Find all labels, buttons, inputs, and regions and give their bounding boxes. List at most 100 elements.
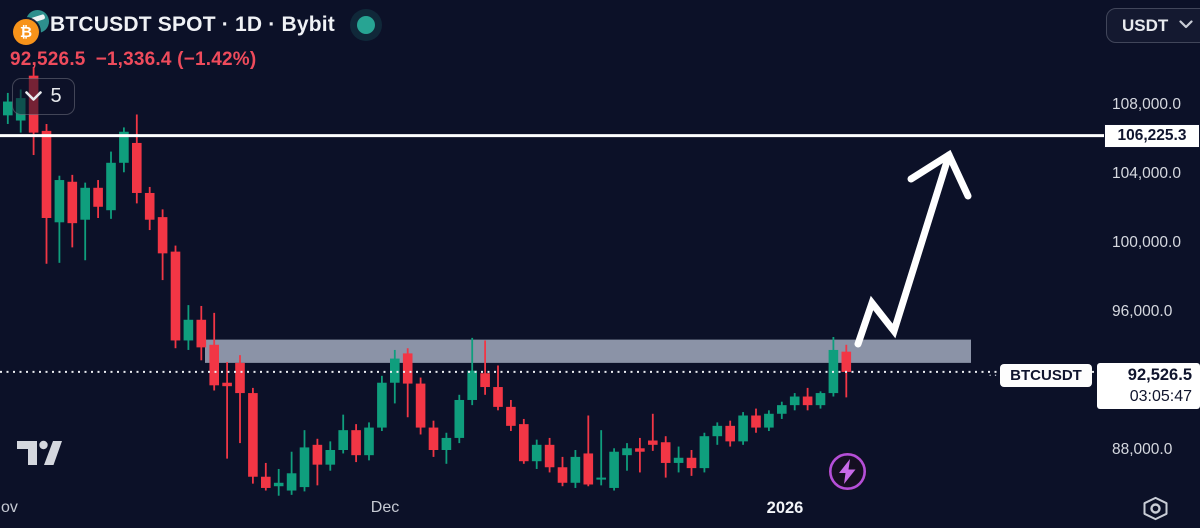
candle-body: [144, 192, 155, 220]
symbol-price-pill[interactable]: BTCUSDT: [1000, 363, 1092, 387]
candle-body: [570, 456, 581, 483]
candle-body: [248, 393, 258, 477]
candle-body: [544, 444, 555, 468]
bitcoin-icon: ₿: [13, 19, 39, 45]
candle-body: [635, 448, 645, 452]
chevron-down-icon: [1179, 20, 1193, 29]
candle-body: [170, 251, 181, 341]
candle-body: [299, 447, 310, 488]
price-axis-tick: 88,000.0: [1112, 441, 1173, 458]
flash-boost-button[interactable]: [826, 450, 869, 493]
candle-body: [686, 457, 697, 469]
candle-body: [480, 373, 490, 388]
candle-body: [699, 436, 710, 469]
candle-body: [712, 425, 723, 437]
currency-selector-button[interactable]: USDT: [1106, 8, 1200, 43]
candle-body: [119, 131, 129, 163]
candle-body: [467, 370, 477, 400]
candle-body: [622, 448, 632, 456]
bar-count-button[interactable]: 5: [12, 78, 75, 115]
candle-body: [106, 162, 116, 211]
supply-zone[interactable]: [205, 339, 971, 363]
candle-body: [648, 440, 658, 445]
candle-body: [325, 450, 336, 465]
candle-body: [273, 482, 284, 487]
candle-body: [673, 457, 684, 463]
time-axis-label: ov: [1, 499, 18, 516]
price-change-row: 92,526.5 −1,336.4 (−1.42%): [10, 49, 256, 71]
candle-body: [209, 344, 219, 386]
candle-body: [377, 382, 387, 428]
chevron-down-icon: [25, 91, 43, 101]
candle-body: [312, 444, 323, 465]
chart-settings-button[interactable]: [1141, 494, 1170, 523]
last-price-text: 92,526.5: [10, 49, 86, 70]
candle-body: [157, 217, 168, 254]
candle-body: [402, 353, 413, 384]
candle-body: [261, 476, 271, 488]
candle-body: [338, 430, 348, 450]
tradingview-logo: [17, 440, 62, 465]
candle-body: [222, 382, 232, 387]
price-line-dots: ··: [988, 366, 999, 382]
candle-body: [54, 180, 65, 223]
candle-body: [132, 142, 142, 193]
candle-body: [93, 187, 103, 207]
hexagon-settings-icon: [1143, 496, 1168, 521]
candle-body: [725, 425, 735, 442]
candle-body: [557, 467, 568, 483]
candle-body: [196, 319, 207, 348]
candle-body: [583, 453, 594, 485]
candle-body: [390, 358, 400, 383]
candle-body: [415, 383, 426, 428]
symbol-title[interactable]: BTCUSDT SPOT · 1D · Bybit: [50, 13, 336, 36]
candle-body: [441, 437, 452, 450]
candle-body: [3, 101, 13, 116]
candle-body: [531, 444, 542, 462]
candle-body: [815, 393, 826, 406]
candle-body: [506, 406, 516, 426]
price-axis-tick: 104,000.0: [1112, 165, 1181, 182]
price-axis-tick: 108,000.0: [1112, 96, 1181, 113]
candle-body: [80, 187, 90, 220]
candle-body: [764, 413, 774, 428]
time-axis-label: 2026: [766, 499, 804, 517]
bar-count-label: 5: [50, 85, 62, 107]
candle-body: [183, 319, 194, 341]
symbol-logo: ₿: [6, 8, 50, 48]
price-axis-tick: 100,000.0: [1112, 234, 1181, 251]
candle-body: [364, 427, 374, 456]
time-axis-label: Dec: [370, 499, 400, 516]
candle-body: [660, 442, 671, 463]
candle-body: [841, 351, 852, 372]
candle-body: [777, 405, 787, 414]
candle-body: [519, 424, 529, 462]
lightning-icon: [828, 452, 867, 491]
candle-body: [738, 415, 748, 442]
candle-body: [493, 387, 503, 407]
candle-body: [351, 430, 361, 456]
market-status-dot: [357, 16, 375, 34]
candle-body: [454, 399, 465, 438]
currency-label: USDT: [1122, 15, 1169, 35]
candle-body: [235, 362, 245, 394]
current-price-box[interactable]: 92,526.5 03:05:47: [1097, 362, 1200, 409]
candle-body: [67, 181, 78, 224]
change-text: −1,336.4 (−1.42%): [95, 49, 257, 70]
candle-body: [428, 427, 439, 450]
trend-arrow-shaft[interactable]: [854, 151, 953, 348]
candle-body: [789, 396, 800, 406]
price-axis-tick: 96,000.0: [1112, 303, 1173, 320]
candle-body: [41, 130, 52, 218]
resistance-price-label[interactable]: 106,225.3: [1104, 123, 1200, 148]
trend-arrow-head: [907, 149, 972, 200]
candle-body: [751, 415, 761, 428]
bar-countdown-timer: 03:05:47: [1129, 388, 1192, 406]
current-price-value: 92,526.5: [1127, 366, 1192, 385]
candle-body: [286, 473, 297, 491]
candle-body: [596, 477, 606, 480]
candle-body: [609, 451, 619, 488]
candle-body: [802, 396, 813, 406]
